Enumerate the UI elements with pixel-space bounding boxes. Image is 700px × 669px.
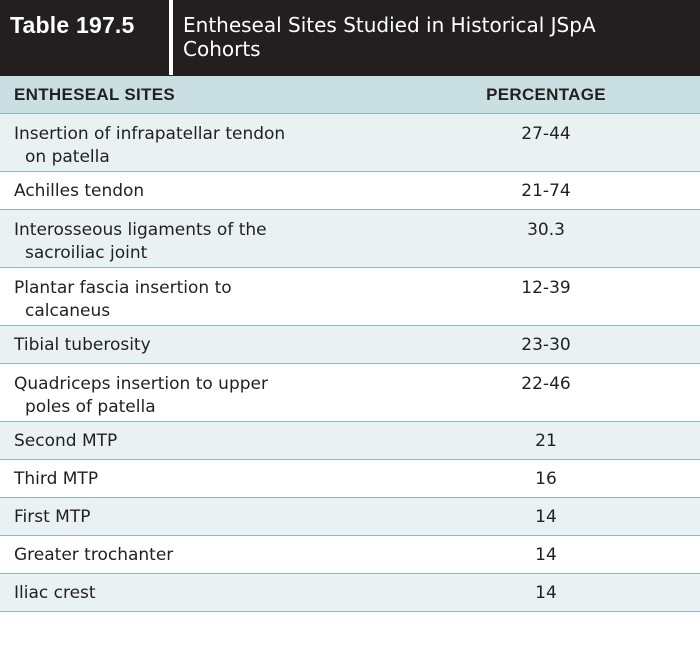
site-cell-line-1: Plantar fascia insertion to bbox=[14, 278, 232, 298]
percentage-cell: 16 bbox=[535, 469, 557, 489]
table-row: Tibial tuberosity 23-30 bbox=[0, 326, 700, 364]
site-cell-line-1: First MTP bbox=[14, 507, 91, 527]
table-row: Quadriceps insertion to upper poles of p… bbox=[0, 364, 700, 422]
header-percentage: PERCENTAGE bbox=[486, 84, 606, 104]
site-cell: Third MTP bbox=[0, 460, 426, 497]
table-row: Second MTP 21 bbox=[0, 422, 700, 460]
table-title-line-2: Cohorts bbox=[183, 37, 261, 61]
table-row: Iliac crest 14 bbox=[0, 574, 700, 612]
header-entheseal-sites: ENTHESEAL SITES bbox=[14, 84, 175, 104]
site-cell: Iliac crest bbox=[0, 574, 426, 611]
percentage-cell: 14 bbox=[535, 545, 557, 565]
site-cell-line-2: poles of patella bbox=[25, 397, 156, 417]
site-cell-line-2: on patella bbox=[25, 147, 110, 167]
table-row: Third MTP 16 bbox=[0, 460, 700, 498]
site-cell: First MTP bbox=[0, 498, 426, 535]
site-cell-line-1: Insertion of infrapatellar tendon bbox=[14, 124, 286, 144]
site-cell: Greater trochanter bbox=[0, 536, 426, 573]
site-cell-line-1: Iliac crest bbox=[14, 583, 96, 603]
table-title-line-1: Entheseal Sites Studied in Historical JS… bbox=[183, 13, 596, 37]
percentage-cell: 27-44 bbox=[521, 124, 571, 144]
percentage-cell: 14 bbox=[535, 507, 557, 527]
site-cell-line-1: Greater trochanter bbox=[14, 545, 174, 565]
percentage-cell: 12-39 bbox=[521, 278, 571, 298]
table-title-bar: Table 197.5 Entheseal Sites Studied in H… bbox=[0, 0, 700, 76]
site-cell-line-1: Tibial tuberosity bbox=[14, 335, 151, 355]
table-row: Insertion of infrapatellar tendon on pat… bbox=[0, 114, 700, 172]
percentage-cell: 14 bbox=[535, 583, 557, 603]
percentage-cell: 22-46 bbox=[521, 374, 571, 394]
site-cell: Achilles tendon bbox=[0, 172, 426, 209]
site-cell-line-2: calcaneus bbox=[25, 301, 111, 321]
table-header-row: ENTHESEAL SITES PERCENTAGE bbox=[0, 76, 700, 114]
table-title: Entheseal Sites Studied in Historical JS… bbox=[173, 0, 700, 75]
table-number: Table 197.5 bbox=[0, 0, 169, 75]
table-row: Greater trochanter 14 bbox=[0, 536, 700, 574]
percentage-cell: 23-30 bbox=[521, 335, 571, 355]
site-cell: Plantar fascia insertion to calcaneus bbox=[0, 268, 426, 325]
site-cell-line-1: Achilles tendon bbox=[14, 181, 145, 201]
table-row: Plantar fascia insertion to calcaneus 12… bbox=[0, 268, 700, 326]
site-cell: Insertion of infrapatellar tendon on pat… bbox=[0, 114, 426, 171]
title-separator bbox=[169, 0, 173, 75]
site-cell: Quadriceps insertion to upper poles of p… bbox=[0, 364, 426, 421]
site-cell-line-2: sacroiliac joint bbox=[25, 243, 148, 263]
table-row: Achilles tendon 21-74 bbox=[0, 172, 700, 210]
percentage-cell: 21-74 bbox=[521, 181, 571, 201]
table-row: Interosseous ligaments of the sacroiliac… bbox=[0, 210, 700, 268]
percentage-cell: 21 bbox=[535, 431, 557, 451]
site-cell-line-1: Interosseous ligaments of the bbox=[14, 220, 267, 240]
site-cell-line-1: Second MTP bbox=[14, 431, 118, 451]
site-cell: Interosseous ligaments of the sacroiliac… bbox=[0, 210, 426, 267]
table-body: Insertion of infrapatellar tendon on pat… bbox=[0, 114, 700, 612]
site-cell: Tibial tuberosity bbox=[0, 326, 426, 363]
table-row: First MTP 14 bbox=[0, 498, 700, 536]
site-cell-line-1: Quadriceps insertion to upper bbox=[14, 374, 268, 394]
site-cell-line-1: Third MTP bbox=[14, 469, 99, 489]
percentage-cell: 30.3 bbox=[527, 220, 565, 240]
site-cell: Second MTP bbox=[0, 422, 426, 459]
